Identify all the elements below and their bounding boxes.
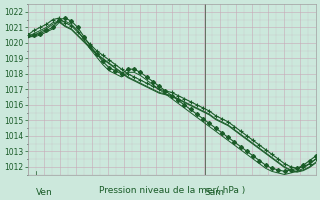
Text: Sam: Sam bbox=[205, 188, 225, 197]
Text: Ven: Ven bbox=[36, 188, 53, 197]
X-axis label: Pression niveau de la mer( hPa ): Pression niveau de la mer( hPa ) bbox=[99, 186, 245, 195]
